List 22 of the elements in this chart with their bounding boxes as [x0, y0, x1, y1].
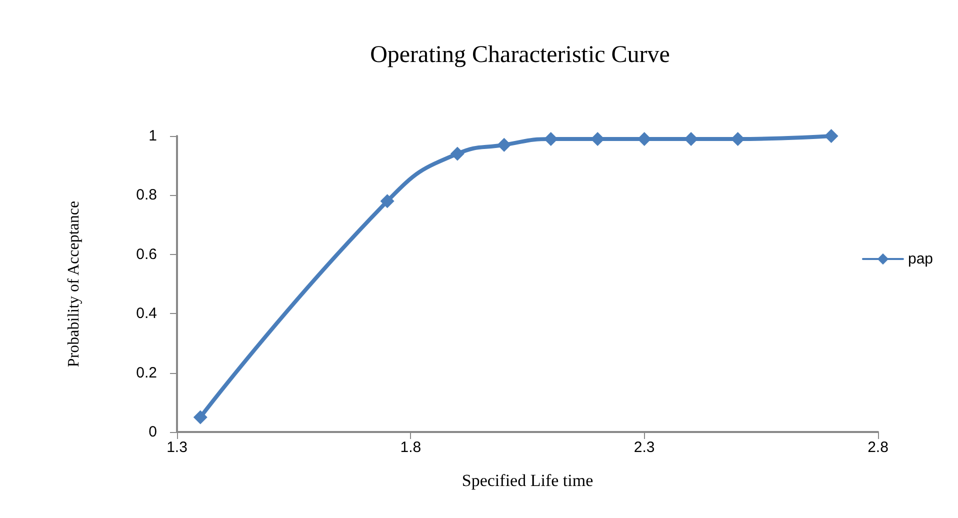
point	[380, 194, 394, 208]
legend-label: pap	[908, 250, 934, 268]
y-tick-label: 1	[148, 128, 157, 144]
y-axis-title: Probability of Acceptance	[66, 200, 82, 368]
y-tick-label: 0.4	[136, 305, 157, 322]
point	[497, 138, 512, 152]
point	[544, 132, 558, 146]
y-tick-label: 0.8	[136, 186, 157, 204]
point	[450, 146, 464, 161]
x-tick-label: 1.8	[400, 439, 422, 456]
x-tick-label: 2.3	[634, 439, 655, 456]
x-tick-label: 2.8	[868, 439, 888, 456]
y-tick-label: 0.2	[136, 364, 157, 382]
point	[637, 132, 652, 146]
x-axis-title: Specified Life time	[462, 471, 594, 490]
y-tick-label: 0.6	[136, 246, 157, 263]
point	[193, 410, 208, 424]
chart-title: Operating Characteristic Curve	[370, 42, 670, 68]
point	[730, 132, 745, 146]
x-tick-label: 1.3	[166, 439, 188, 456]
point	[824, 129, 838, 143]
y-tick-label: 0	[148, 424, 157, 440]
